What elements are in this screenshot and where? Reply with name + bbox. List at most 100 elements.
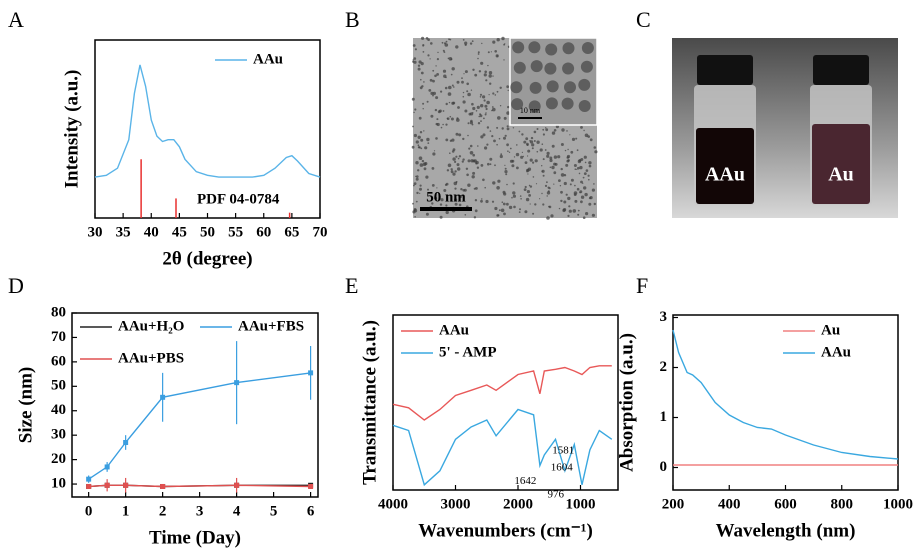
tem-particle <box>487 162 490 166</box>
panel-label: B <box>345 7 360 32</box>
tem-particle <box>558 207 561 210</box>
tem-particle <box>424 146 428 150</box>
tem-particle <box>455 155 458 158</box>
tem-particle <box>477 51 480 54</box>
tem-inset-particle <box>581 42 594 54</box>
tem-particle <box>570 178 574 182</box>
tem-particle <box>430 114 434 118</box>
tem-particle <box>470 89 473 91</box>
y-tick-label: 20 <box>51 451 66 467</box>
y-tick-label: 30 <box>51 427 66 443</box>
tem-particle <box>547 190 550 193</box>
photo: AAu Au <box>672 38 898 218</box>
tem-particle <box>569 183 572 186</box>
tem-particle <box>491 135 494 138</box>
tem-particle <box>504 164 506 166</box>
legend-label: AAu <box>439 322 469 338</box>
tem-particle <box>505 173 508 176</box>
tem-particle <box>422 102 425 105</box>
tem-particle <box>444 86 448 90</box>
tem-particle <box>466 90 469 93</box>
tem-particle <box>557 155 561 159</box>
tem-particle <box>433 150 436 152</box>
tem-particle <box>436 122 440 127</box>
tem-particle <box>431 202 434 205</box>
tem-particle <box>574 184 576 187</box>
tem-particle <box>421 85 424 88</box>
tem-particle <box>568 209 572 213</box>
tem-particle <box>432 79 435 83</box>
tem-particle <box>442 49 445 52</box>
tem-particle <box>450 73 453 76</box>
tem-particle <box>591 213 596 217</box>
tem-particle <box>529 158 533 162</box>
tem-particle <box>541 143 544 145</box>
tem-particle <box>449 115 452 118</box>
x-tick-label: 3000 <box>441 496 471 512</box>
tem-particle <box>469 144 473 148</box>
tem-particle <box>560 173 565 177</box>
tem-particle <box>477 145 479 147</box>
tem-particle <box>436 73 439 76</box>
tem-particle <box>435 137 438 140</box>
tem-particle <box>454 187 457 190</box>
tem-particle <box>478 115 481 118</box>
tem-particle <box>431 184 435 187</box>
marker <box>308 483 314 489</box>
tem-particle <box>482 178 485 182</box>
tem-particle <box>554 162 558 166</box>
tem-particle <box>477 53 480 55</box>
annotation: 976 <box>548 488 565 500</box>
tem-particle <box>496 55 498 57</box>
tem-particle <box>565 193 568 196</box>
tem-particle <box>432 91 436 96</box>
tem-particle <box>567 214 570 217</box>
tem-particle <box>422 108 424 110</box>
tem-particle <box>485 79 488 82</box>
tem-particle <box>574 168 577 170</box>
tem-particle <box>519 208 521 211</box>
tem-particle <box>553 183 555 185</box>
tem-particle <box>518 211 521 214</box>
tem-particle <box>450 170 454 174</box>
tem-particle <box>583 172 587 176</box>
tem-particle <box>462 95 465 98</box>
tem-particle <box>474 209 478 213</box>
tem-particle <box>535 183 538 185</box>
tem-inset-particle <box>578 78 591 91</box>
tem-particle <box>462 39 465 41</box>
y-axis-label: Intensity (a.u.) <box>61 70 82 189</box>
tem-particle <box>417 144 420 147</box>
tem-particle <box>585 212 589 216</box>
tem-particle <box>544 149 547 151</box>
tem-particle <box>487 51 490 54</box>
series-line <box>392 365 612 421</box>
tem-particle <box>442 123 444 126</box>
tem-particle <box>500 208 505 213</box>
tem-particle <box>492 75 494 77</box>
tem-particle <box>412 202 414 205</box>
tem-particle <box>483 99 486 102</box>
series-line <box>88 484 311 488</box>
tem-particle <box>511 164 515 168</box>
tem-particle <box>496 186 500 190</box>
tem-particle <box>499 154 503 159</box>
tem-particle <box>457 157 460 160</box>
tem-particle <box>533 130 537 134</box>
x-tick-label: 4 <box>233 503 241 519</box>
x-tick-label: 4000 <box>378 496 408 512</box>
tem-particle <box>447 57 450 60</box>
tem-particle <box>568 205 571 208</box>
tem-particle <box>463 73 465 75</box>
tem-particle <box>507 150 509 152</box>
tem-particle <box>415 140 419 144</box>
tem-particle <box>458 133 462 137</box>
tem-particle <box>563 181 567 186</box>
tem-inset-particle <box>544 62 557 75</box>
tem-particle <box>413 182 417 186</box>
bottle-cap <box>813 55 869 85</box>
tem-particle <box>532 161 535 164</box>
tem-particle <box>489 130 492 132</box>
tem-particle <box>472 153 476 157</box>
tem-particle <box>435 96 439 100</box>
